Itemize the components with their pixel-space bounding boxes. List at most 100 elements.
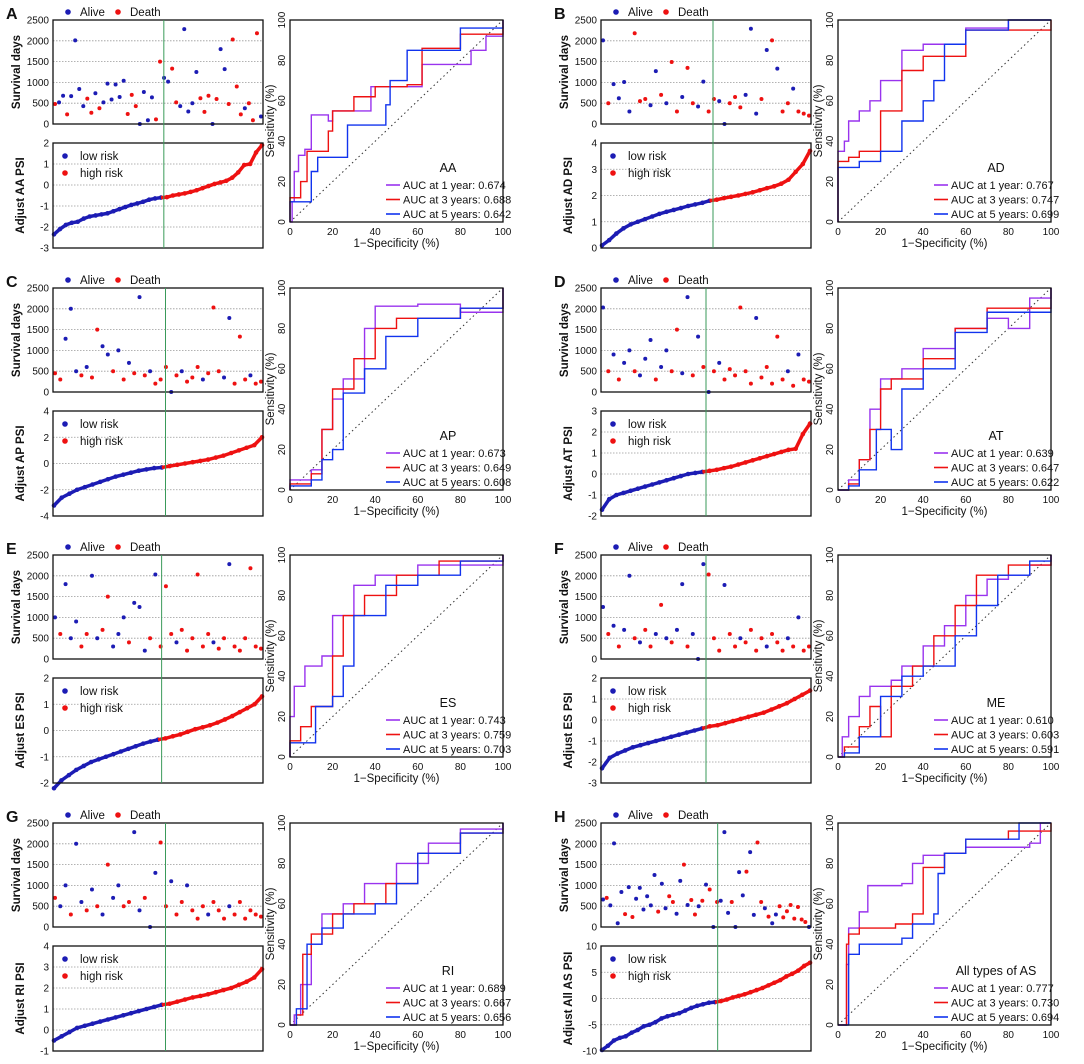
roc-legend-label: AUC at 3 years: 0.667	[403, 998, 511, 1010]
psi-tick-label: 0	[591, 716, 597, 727]
roc-plot-frame	[289, 822, 504, 1026]
alive-point	[773, 912, 778, 917]
roc-y-tick-label: 80	[825, 857, 836, 869]
roc-x-tick-label: 60	[960, 762, 972, 773]
alive-point	[61, 93, 66, 98]
death-point	[669, 640, 674, 645]
death-legend-marker	[115, 277, 121, 283]
roc-y-axis-label: Sensitivity (%)	[265, 619, 277, 692]
psi-tick-label: 0	[43, 726, 49, 737]
death-point	[58, 377, 63, 382]
alive-point	[770, 921, 775, 926]
roc-x-tick-label: 100	[1043, 762, 1060, 773]
death-point	[715, 900, 720, 905]
high-risk-legend-label: high risk	[628, 703, 671, 715]
psi-tick-label: 1	[591, 217, 597, 228]
low-risk-legend-label: low risk	[80, 151, 119, 163]
death-point	[200, 644, 205, 649]
survival-tick-label: 0	[43, 120, 49, 131]
alive-point	[643, 356, 648, 361]
survival-tick-label: 1500	[575, 325, 598, 336]
roc-y-tick-label: 100	[277, 11, 288, 28]
alive-point	[601, 305, 605, 310]
psi-tick-label: -2	[40, 485, 49, 496]
alive-point	[764, 644, 769, 649]
alive-point	[105, 81, 110, 86]
death-point	[125, 112, 130, 117]
death-point	[84, 632, 89, 637]
roc-x-tick-label: 100	[495, 495, 512, 506]
roc-curve-5-years	[289, 20, 504, 222]
roc-x-tick-label: 80	[455, 495, 467, 506]
panel-d: D Alive Death05001000150020002500Survival …	[554, 274, 1060, 523]
psi-y-axis-label: Adjust All AS PSI	[563, 952, 575, 1046]
high-risk-legend-label: high risk	[80, 436, 123, 448]
death-point	[733, 644, 738, 649]
death-point	[781, 915, 786, 920]
death-point	[253, 644, 258, 649]
roc-curve-5-years	[838, 555, 1052, 758]
death-point	[158, 377, 163, 382]
low-risk-legend-label: low risk	[628, 954, 667, 966]
roc-x-tick-label: 0	[835, 762, 841, 773]
roc-y-tick-label: 20	[825, 444, 836, 456]
death-point	[604, 895, 609, 900]
roc-y-tick-label: 100	[825, 279, 836, 296]
death-point	[195, 365, 200, 370]
panel-letter: G	[6, 809, 18, 826]
psi-plot-frame	[52, 142, 264, 249]
roc-legend-title: AP	[440, 429, 457, 443]
death-point	[681, 862, 686, 867]
alive-point	[616, 96, 621, 101]
psi-y-axis-label: Adjust AT PSI	[563, 426, 575, 501]
alive-point	[634, 896, 639, 901]
survival-tick-label: 0	[43, 923, 49, 934]
roc-x-tick-label: 80	[1003, 1030, 1015, 1041]
death-point	[616, 644, 621, 649]
death-point	[232, 912, 237, 917]
alive-point	[63, 883, 68, 888]
death-point	[643, 627, 648, 632]
roc-legend-label: AUC at 1 year: 0.743	[403, 715, 506, 727]
roc-x-axis-label: 1−Specificity (%)	[354, 506, 440, 518]
alive-point	[179, 369, 184, 374]
death-point	[659, 602, 664, 607]
death-point	[254, 31, 259, 36]
alive-point	[153, 572, 158, 577]
alive-point	[227, 562, 232, 567]
death-point	[142, 895, 147, 900]
survival-tick-label: 500	[580, 367, 597, 378]
roc-x-tick-label: 20	[875, 762, 887, 773]
roc-curve-5-years	[837, 19, 1051, 222]
roc-legend-label: AUC at 3 years: 0.603	[951, 730, 1059, 742]
survival-tick-label: 2000	[575, 571, 598, 582]
alive-point	[121, 78, 126, 83]
death-legend-label: Death	[678, 275, 709, 287]
psi-tick-label: -10	[583, 1047, 598, 1058]
death-point	[785, 101, 790, 106]
death-point	[754, 648, 759, 653]
roc-y-tick-label: 100	[277, 814, 288, 831]
death-point	[153, 117, 158, 122]
death-point	[198, 96, 203, 101]
survival-y-axis-label: Survival days	[559, 838, 571, 912]
death-point	[606, 369, 611, 374]
roc-y-tick-label: 80	[277, 54, 288, 66]
death-point	[158, 840, 163, 845]
psi-tick-label: 4	[43, 942, 49, 953]
roc-x-tick-label: 20	[327, 495, 339, 506]
death-point	[126, 640, 131, 645]
high-risk-legend-label: high risk	[80, 971, 123, 983]
death-point	[105, 594, 110, 599]
psi-tick-label: 1	[591, 695, 597, 706]
alive-point	[619, 890, 624, 895]
roc-y-axis-label: Sensitivity (%)	[265, 352, 277, 425]
survival-tick-label: 500	[32, 902, 49, 913]
panel-letter: C	[6, 274, 18, 291]
low-risk-legend-marker	[610, 153, 616, 159]
death-point	[206, 371, 211, 376]
death-point	[163, 584, 168, 589]
psi-y-axis-label: Adjust AP PSI	[15, 425, 27, 501]
death-point	[174, 912, 179, 917]
psi-tick-label: 1	[43, 700, 49, 711]
